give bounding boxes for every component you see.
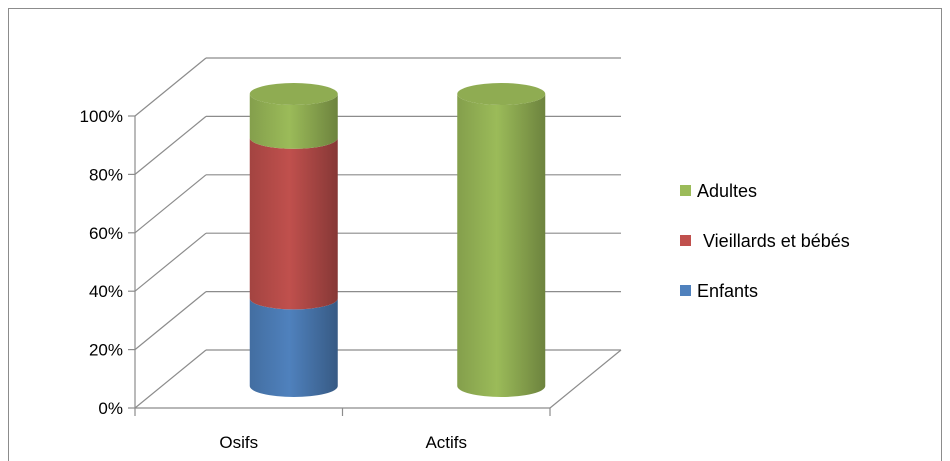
legend-swatch xyxy=(680,285,691,296)
x-tick-label: Osifs xyxy=(219,433,258,452)
y-tick-label: 100% xyxy=(80,107,123,126)
gridline-diagonal xyxy=(134,291,207,351)
bar-segment-enfants xyxy=(249,298,338,398)
legend-swatch xyxy=(680,235,691,246)
bar-segment-adultes xyxy=(457,94,546,398)
y-tick-label: 40% xyxy=(89,282,123,301)
y-tick-label: 80% xyxy=(89,165,123,184)
y-tick-label: 0% xyxy=(98,399,123,418)
y-tick-label: 20% xyxy=(89,341,123,360)
bar-top-cap xyxy=(457,83,546,105)
gridline-diagonal xyxy=(134,115,207,175)
gridline-diagonal xyxy=(134,57,207,117)
x-tick-label: Actifs xyxy=(425,433,467,452)
y-tick-label: 60% xyxy=(89,224,123,243)
gridline-diagonal xyxy=(134,349,207,409)
bar-segment-adultes xyxy=(249,94,338,149)
floor-edge xyxy=(549,349,622,409)
bar-segment-vieillards-et-b-b-s xyxy=(249,137,338,310)
legend-swatch xyxy=(680,185,691,196)
legend-label: Adultes xyxy=(697,181,757,201)
legend-label: Enfants xyxy=(697,281,758,301)
bar-top-cap xyxy=(249,83,338,105)
gridline-diagonal xyxy=(134,232,207,292)
legend-label: Vieillards et bébés xyxy=(703,231,850,251)
gridline-diagonal xyxy=(134,174,207,234)
